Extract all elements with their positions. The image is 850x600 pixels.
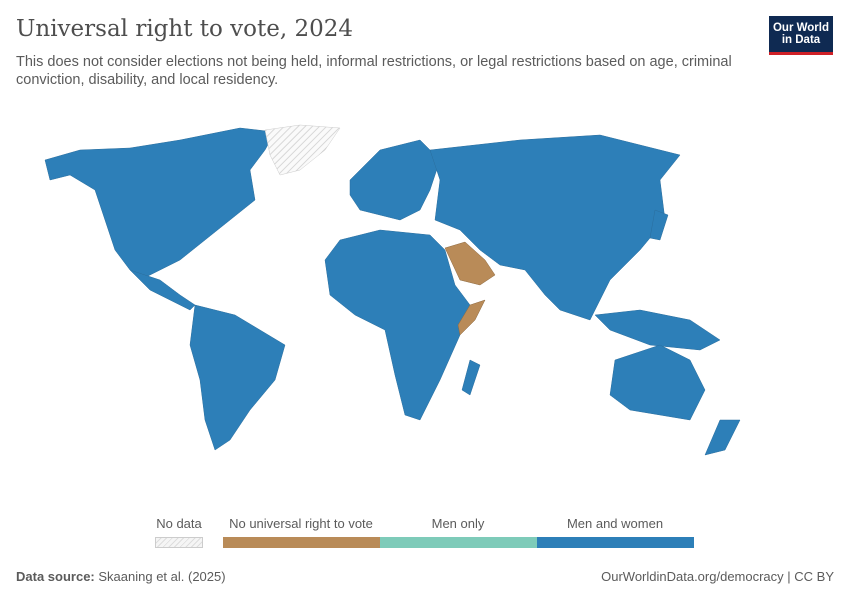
madagascar (461, 359, 481, 396)
australia (609, 344, 706, 421)
africa (324, 229, 471, 421)
data-source: Data source: Skaaning et al. (2025) (16, 569, 226, 584)
chart-subtitle: This does not consider elections not bei… (16, 54, 732, 88)
legend-swatch-men-only[interactable] (380, 537, 537, 548)
central-america (129, 269, 196, 311)
legend-label-men-only: Men only (431, 516, 485, 531)
north-america (44, 127, 276, 281)
footer-url[interactable]: OurWorldinData.org/democracy | CC BY (601, 569, 834, 584)
data-source-link[interactable]: Skaaning et al. (2025) (98, 569, 226, 584)
south-america (189, 304, 286, 451)
somalia (457, 299, 486, 336)
legend-no-data-swatch[interactable] (155, 537, 203, 548)
saudi-arabia (444, 241, 496, 286)
world-map[interactable] (0, 120, 850, 460)
chart-title: Universal right to vote, 2024 (16, 16, 354, 42)
new-zealand (704, 419, 741, 456)
greenland-no-data (264, 124, 341, 176)
europe (349, 139, 441, 221)
legend-label-no-universal: No universal right to vote (229, 516, 373, 531)
asia (429, 134, 681, 321)
legend-label-men-and-women: Men and women (566, 516, 664, 531)
legend-no-data-label: No data (156, 516, 202, 531)
japan (649, 209, 669, 241)
owid-logo[interactable]: Our World in Data (769, 16, 833, 55)
data-source-label: Data source: (16, 569, 95, 584)
legend-swatch-men-and-women[interactable] (537, 537, 694, 548)
legend-swatch-no-universal[interactable] (223, 537, 380, 548)
southeast-asia-islands (594, 309, 721, 351)
